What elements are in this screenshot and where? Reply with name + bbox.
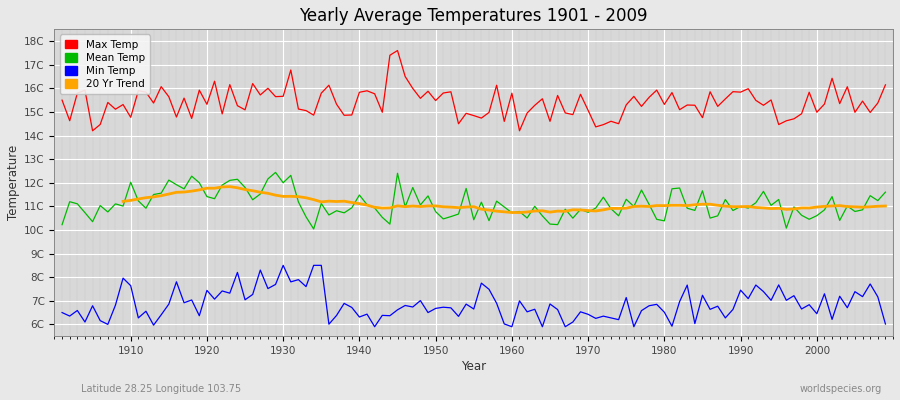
X-axis label: Year: Year: [461, 360, 486, 373]
Y-axis label: Temperature: Temperature: [7, 145, 20, 220]
Text: worldspecies.org: worldspecies.org: [800, 384, 882, 394]
Title: Yearly Average Temperatures 1901 - 2009: Yearly Average Temperatures 1901 - 2009: [300, 7, 648, 25]
Legend: Max Temp, Mean Temp, Min Temp, 20 Yr Trend: Max Temp, Mean Temp, Min Temp, 20 Yr Tre…: [59, 34, 150, 94]
Text: Latitude 28.25 Longitude 103.75: Latitude 28.25 Longitude 103.75: [81, 384, 241, 394]
